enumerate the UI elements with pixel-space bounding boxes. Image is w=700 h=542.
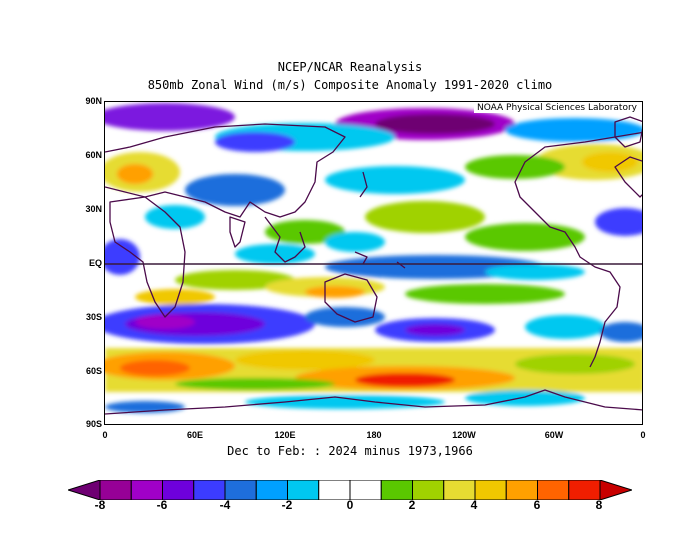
lat-label: 60S (85, 366, 102, 376)
colorbar-label: -2 (281, 498, 293, 512)
anomaly-shading (105, 103, 642, 413)
lat-label: 90S (85, 419, 102, 429)
colorbar-cell (99, 480, 132, 500)
colorbar-cell (505, 480, 538, 500)
lat-label: 90N (85, 96, 102, 106)
lon-label: 120W (452, 430, 476, 440)
colorbar-label: 0 (346, 498, 354, 512)
colorbar-label: 6 (533, 498, 541, 512)
colorbar-cell (380, 480, 413, 500)
coastlines (105, 116, 642, 415)
colorbar-label: -8 (94, 498, 106, 512)
lat-label: 30S (85, 312, 102, 322)
colorbar-cell (349, 480, 382, 500)
colorbar-cell (162, 480, 195, 500)
colorbar-cell (568, 480, 601, 500)
lon-label: 0 (640, 430, 646, 440)
date-caption: Dec to Feb: : 2024 minus 1973,1966 (227, 444, 473, 458)
colorbar-cell (474, 480, 507, 500)
colorbar-cell (224, 480, 257, 500)
colorbar-label: 2 (408, 498, 416, 512)
lon-label: 0 (102, 430, 108, 440)
lon-label: 120E (274, 430, 296, 440)
lat-label: 30N (85, 204, 102, 214)
colorbar-arrow-low (68, 480, 101, 500)
lat-label: EQ (88, 258, 102, 268)
colorbar-cell (193, 480, 226, 500)
colorbar-label: 8 (595, 498, 603, 512)
colorbar-arrow-high (599, 480, 632, 500)
colorbar-label: 4 (470, 498, 478, 512)
colorbar-cell (318, 480, 351, 500)
colorbar-cell (130, 480, 163, 500)
anomaly-map (105, 102, 642, 424)
lon-label: 60W (544, 430, 564, 440)
credit-label: NOAA Physical Sciences Laboratory (473, 103, 640, 113)
chart-subtitle: 850mb Zonal Wind (m/s) Composite Anomaly… (147, 78, 553, 92)
lat-label: 60N (85, 150, 102, 160)
colorbar-label: -6 (156, 498, 168, 512)
colorbar-cell (412, 480, 445, 500)
colorbar-cell (537, 480, 570, 500)
lon-label: 180 (366, 430, 382, 440)
colorbar-cell (255, 480, 288, 500)
colorbar-cell (443, 480, 476, 500)
map-panel: NOAA Physical Sciences Laboratory (104, 101, 643, 425)
colorbar (68, 480, 632, 500)
chart-title: NCEP/NCAR Reanalysis (277, 60, 423, 74)
lon-label: 60E (186, 430, 204, 440)
colorbar-cell (287, 480, 320, 500)
colorbar-label: -4 (219, 498, 231, 512)
